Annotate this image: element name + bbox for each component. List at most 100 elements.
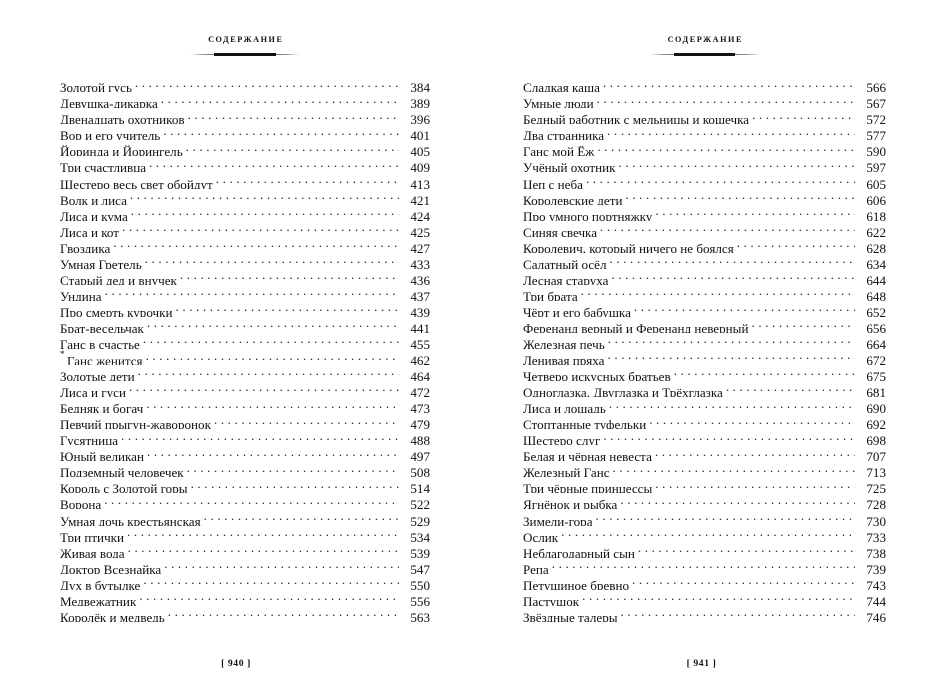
dot-leader (607, 124, 855, 140)
toc-entry[interactable]: Ундина 437 (60, 285, 430, 301)
toc-entry[interactable]: Умные люди 567 (523, 92, 886, 108)
toc-entry[interactable]: Цеп с неба 605 (523, 172, 886, 188)
toc-entry[interactable]: Пастушок 744 (523, 590, 886, 606)
toc-entry[interactable]: Салатный осёл 634 (523, 253, 886, 269)
toc-entry[interactable]: Чёрт и его бабушка 652 (523, 301, 886, 317)
toc-entry-title: Сладкая каша (523, 80, 600, 93)
toc-entry[interactable]: Ленивая пряха 672 (523, 349, 886, 365)
toc-entry[interactable]: Петушиное бревно 743 (523, 574, 886, 590)
toc-entry-title: Ганс в счастье (60, 337, 140, 349)
toc-entry[interactable]: Бедный работник с мельницы и кошечка 572 (523, 108, 886, 124)
toc-entry[interactable]: Стоптанные туфельки 692 (523, 413, 886, 429)
toc-entry[interactable]: Лесная старуха 644 (523, 269, 886, 285)
toc-entry[interactable]: Железный Ганс 713 (523, 461, 886, 477)
toc-entry-page-number: 730 (866, 513, 886, 526)
toc-entry-title: Салатный осёл (523, 256, 607, 269)
toc-entry-title: Железная печь (523, 337, 605, 349)
toc-entry[interactable]: Одноглазка, Двуглазка и Трёхглазка 681 (523, 381, 886, 397)
toc-entry-page-number: 566 (866, 80, 886, 93)
toc-entry[interactable]: Учёный охотник 597 (523, 156, 886, 172)
toc-entry-page-number: 437 (410, 288, 430, 301)
toc-entry[interactable]: Волк и лиса 421 (60, 189, 430, 205)
toc-entry[interactable]: Медвежатник 556 (60, 590, 430, 606)
dot-leader (603, 429, 855, 445)
toc-entry[interactable]: Про умного портняжку 618 (523, 205, 886, 221)
toc-entry[interactable]: Гвоздика 427 (60, 237, 430, 253)
toc-entry[interactable]: Королевич, который ничего не боялся 628 (523, 237, 886, 253)
toc-entry[interactable]: Доктор Всезнайка 547 (60, 558, 430, 574)
toc-entry[interactable]: Лиса и кот 425 (60, 221, 430, 237)
toc-entry[interactable]: Золотой гусь 384 (60, 76, 430, 92)
toc-entry[interactable]: Старый дед и внучек 436 (60, 269, 430, 285)
toc-entry[interactable]: Репа 739 (523, 558, 886, 574)
toc-entry-title: Зимели-гора (523, 513, 593, 526)
toc-entry[interactable]: Лиса и гуси 472 (60, 381, 430, 397)
toc-entry-page-number: 441 (410, 320, 430, 333)
dot-leader (597, 92, 855, 108)
toc-entry[interactable]: Зимели-гора 730 (523, 509, 886, 525)
toc-entry[interactable]: Ганс в счастье 455 (60, 333, 430, 349)
toc-entry[interactable]: Девушка-дикарка 389 (60, 92, 430, 108)
toc-entry[interactable]: Два странника 577 (523, 124, 886, 140)
dot-leader (163, 124, 399, 140)
toc-entry[interactable]: Ослик 733 (523, 526, 886, 542)
toc-entry[interactable]: Королёк и медведь 563 (60, 606, 430, 622)
toc-entry[interactable]: Умная дочь крестьянская 529 (60, 509, 430, 525)
ornament-rule-icon (190, 50, 300, 59)
toc-entry[interactable]: *Ганс женится 462 (60, 349, 430, 365)
toc-entry[interactable]: Ганс мой Ёж 590 (523, 140, 886, 156)
toc-entry[interactable]: Живая вода 539 (60, 542, 430, 558)
toc-entry-title: Золотой гусь (60, 80, 132, 93)
toc-entry-page-number: 590 (866, 144, 886, 157)
toc-entry-title: Двенадцать охотников (60, 112, 185, 125)
toc-entry[interactable]: Лиса и лошадь 690 (523, 397, 886, 413)
toc-entry[interactable]: Три чёрные принцессы 725 (523, 477, 886, 493)
toc-entry[interactable]: Вор и его учитель 401 (60, 124, 430, 140)
toc-entry[interactable]: Король с Золотой горы 514 (60, 477, 430, 493)
toc-entry-page-number: 424 (410, 208, 430, 221)
toc-entry[interactable]: Три счастливца 409 (60, 156, 430, 172)
dot-leader (186, 140, 399, 156)
running-head-left: СОДЕРЖАНИЕ (60, 35, 430, 59)
toc-entry-title: Железный Ганс (523, 465, 610, 478)
toc-entry[interactable]: Звёздные талеры 746 (523, 606, 886, 622)
toc-entry[interactable]: Синяя свечка 622 (523, 221, 886, 237)
toc-entry[interactable]: Золотые дети 464 (60, 365, 430, 381)
toc-entry[interactable]: Про смерть курочки 439 (60, 301, 430, 317)
toc-entry-page-number: 681 (866, 385, 886, 398)
toc-entry[interactable]: Подземный человечек 508 (60, 461, 430, 477)
toc-entry[interactable]: Гусятница 488 (60, 429, 430, 445)
toc-entry[interactable]: Ференанд верный и Ференанд неверный 656 (523, 317, 886, 333)
toc-entry[interactable]: Шестеро слуг 698 (523, 429, 886, 445)
toc-entry-page-number: 413 (410, 176, 430, 189)
toc-entry[interactable]: Ягнёнок и рыбка 728 (523, 493, 886, 509)
toc-entry-page-number: 396 (410, 112, 430, 125)
toc-entry[interactable]: Три брата 648 (523, 285, 886, 301)
toc-entry-page-number: 707 (866, 449, 886, 462)
dot-leader (104, 493, 399, 509)
toc-entry-title: Два странника (523, 128, 605, 141)
toc-entry[interactable]: Умная Гретель 433 (60, 253, 430, 269)
toc-entry[interactable]: Бедняк и богач 473 (60, 397, 430, 413)
toc-entry[interactable]: Дух в бутылке 550 (60, 574, 430, 590)
toc-entry[interactable]: Королевские дети 606 (523, 189, 886, 205)
toc-entry[interactable]: Юный великан 497 (60, 445, 430, 461)
toc-entry[interactable]: Неблагодарный сын 738 (523, 542, 886, 558)
toc-entry[interactable]: Ворона 522 (60, 493, 430, 509)
toc-entry[interactable]: Йоринда и Йорингель 405 (60, 140, 430, 156)
toc-entry[interactable]: Брат-весельчак 441 (60, 317, 430, 333)
dot-leader (638, 542, 855, 558)
toc-entry[interactable]: Певчий прыгун-жаворонок 479 (60, 413, 430, 429)
toc-entry[interactable]: Шестеро весь свет обойдут 413 (60, 172, 430, 188)
toc-entry[interactable]: Сладкая каша 566 (523, 76, 886, 92)
toc-entry[interactable]: Белая и чёрная невеста 707 (523, 445, 886, 461)
toc-entry[interactable]: Четверо искусных братьев 675 (523, 365, 886, 381)
toc-entry[interactable]: Двенадцать охотников 396 (60, 108, 430, 124)
folio-left: [ 940 ] (221, 658, 251, 669)
toc-entry[interactable]: Три птички 534 (60, 526, 430, 542)
toc-entry[interactable]: Железная печь 664 (523, 333, 886, 349)
toc-entry[interactable]: Лиса и кума 424 (60, 205, 430, 221)
toc-entry-page-number: 606 (866, 192, 886, 205)
toc-entry-title: Гвоздика (60, 240, 111, 253)
